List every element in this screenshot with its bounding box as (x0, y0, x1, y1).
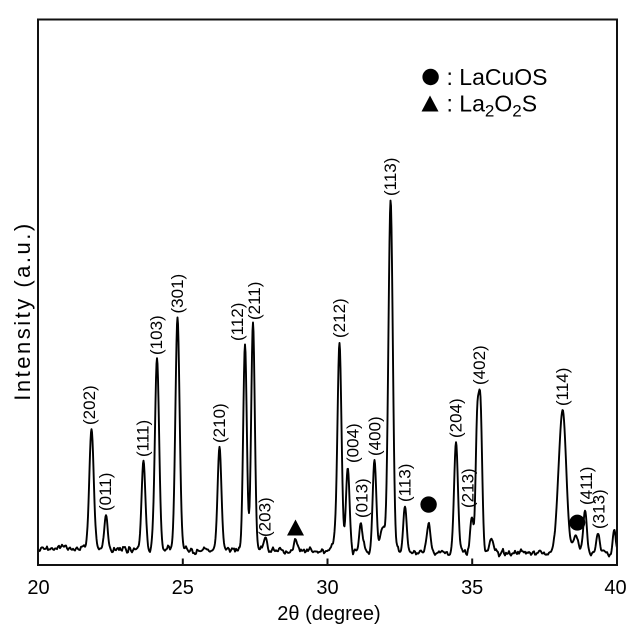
svg-text:25: 25 (172, 577, 194, 599)
svg-text:20: 20 (27, 577, 49, 599)
svg-text:(111): (111) (134, 420, 153, 457)
svg-text:30: 30 (316, 577, 338, 599)
svg-text:(113): (113) (396, 464, 415, 502)
svg-text:(210): (210) (210, 403, 229, 443)
svg-text:40: 40 (604, 577, 626, 599)
svg-text:(013): (013) (353, 478, 372, 518)
svg-text:(411): (411) (577, 467, 596, 505)
svg-text:(204): (204) (447, 398, 466, 438)
svg-text:2θ (degree): 2θ (degree) (277, 603, 380, 625)
svg-text:(114): (114) (553, 368, 572, 406)
svg-text:(113): (113) (381, 158, 400, 196)
svg-text:(212): (212) (330, 298, 349, 338)
svg-text:(004): (004) (344, 423, 363, 463)
svg-text:(112): (112) (228, 303, 247, 341)
svg-text:35: 35 (461, 577, 483, 599)
svg-text:(202): (202) (80, 385, 99, 425)
svg-text:: La2O2S: : La2O2S (447, 91, 538, 121)
svg-text:Intensity (a.u.): Intensity (a.u.) (10, 221, 35, 400)
svg-text:(402): (402) (470, 345, 489, 385)
svg-text:: LaCuOS: : LaCuOS (447, 64, 548, 90)
svg-text:(103): (103) (147, 315, 166, 355)
svg-text:(211): (211) (245, 282, 264, 320)
svg-text:(203): (203) (256, 497, 275, 537)
svg-text:(213): (213) (459, 468, 478, 508)
svg-text:(011): (011) (96, 473, 115, 511)
svg-text:(313): (313) (590, 489, 609, 529)
svg-text:(301): (301) (168, 274, 187, 314)
svg-text:(400): (400) (366, 416, 385, 456)
